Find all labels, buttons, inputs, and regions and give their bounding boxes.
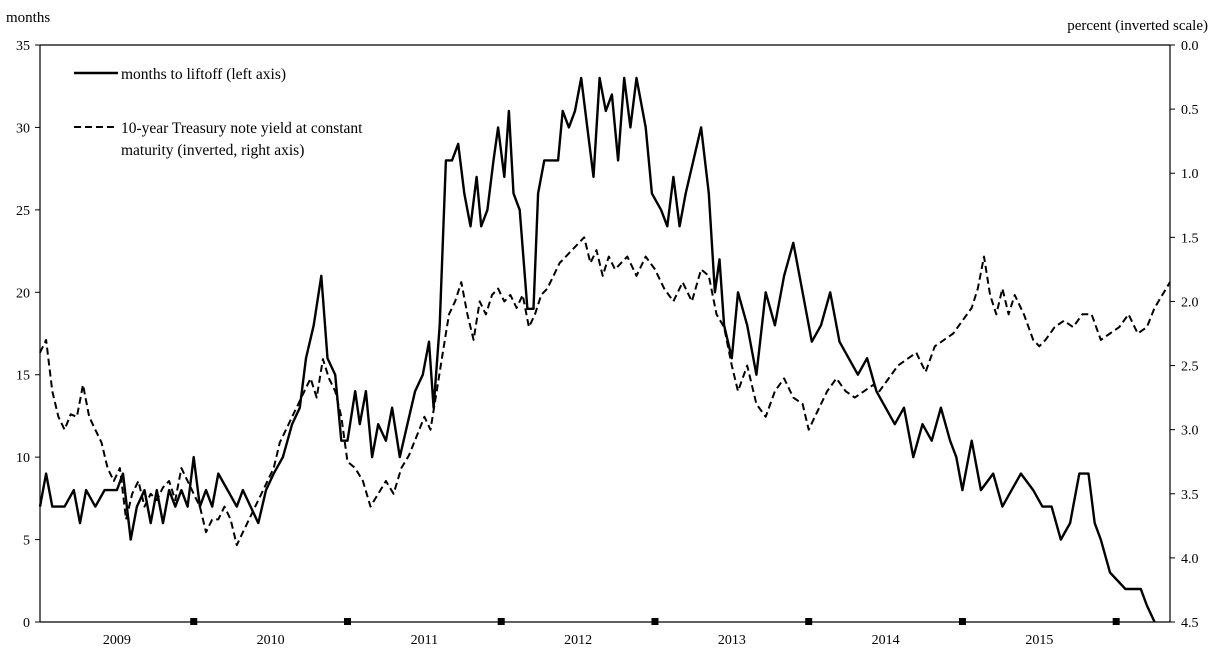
legend-label-yield-line2: maturity (inverted, right axis) (121, 142, 304, 159)
x-tick-label: 2012 (564, 633, 592, 648)
right-axis-ticks: 0.0 0.5 1.0 1.5 2.0 2.5 3.0 3.5 4.0 4.5 (1170, 39, 1199, 631)
year-boundary-marker (958, 618, 966, 625)
legend-label-yield-line1: 10-year Treasury note yield at constant (121, 120, 363, 137)
right-tick-label: 1.5 (1181, 231, 1199, 246)
left-tick-label: 10 (16, 451, 30, 466)
left-axis-ticks: 0 5 10 15 20 25 30 35 (16, 39, 40, 631)
x-tick-label: 2011 (411, 633, 438, 648)
right-tick-label: 2.5 (1181, 360, 1199, 375)
year-boundary-marker (805, 618, 813, 625)
x-tick-label: 2014 (872, 633, 900, 648)
legend: months to liftoff (left axis) 10-year Tr… (74, 66, 363, 159)
left-tick-label: 0 (23, 616, 30, 631)
year-boundary-marker (1112, 618, 1120, 625)
right-tick-label: 4.5 (1181, 616, 1199, 631)
right-tick-label: 0.5 (1181, 103, 1199, 118)
plot-frame (39, 44, 1171, 623)
x-tick-label: 2015 (1025, 633, 1053, 648)
right-tick-label: 0.0 (1181, 39, 1199, 54)
left-axis-title: months (6, 10, 50, 26)
x-tick-label: 2009 (103, 633, 131, 648)
right-tick-label: 1.0 (1181, 167, 1199, 182)
x-axis-ticks: 2009 2010 2011 2012 2013 2014 2015 (103, 618, 1120, 648)
year-boundary-marker (343, 618, 351, 625)
x-tick-label: 2010 (257, 633, 285, 648)
left-tick-label: 5 (23, 534, 30, 549)
right-tick-label: 4.0 (1181, 552, 1199, 567)
series-line-treasury-yield (39, 236, 1171, 547)
year-boundary-marker (497, 618, 505, 625)
series-layer (38, 76, 1171, 623)
x-tick-label: 2013 (718, 633, 746, 648)
year-boundary-marker (190, 618, 198, 625)
left-tick-label: 30 (16, 121, 30, 136)
right-tick-label: 2.0 (1181, 295, 1199, 310)
right-tick-label: 3.5 (1181, 488, 1199, 503)
left-tick-label: 35 (16, 39, 30, 54)
left-tick-label: 25 (16, 204, 30, 219)
year-boundary-marker (651, 618, 659, 625)
legend-label-months: months to liftoff (left axis) (121, 66, 286, 83)
left-tick-label: 20 (16, 286, 30, 301)
right-axis-title: percent (inverted scale) (1067, 18, 1208, 34)
series-line-months-to-liftoff (38, 76, 1156, 623)
right-tick-label: 3.0 (1181, 424, 1199, 439)
left-tick-label: 15 (16, 369, 30, 384)
